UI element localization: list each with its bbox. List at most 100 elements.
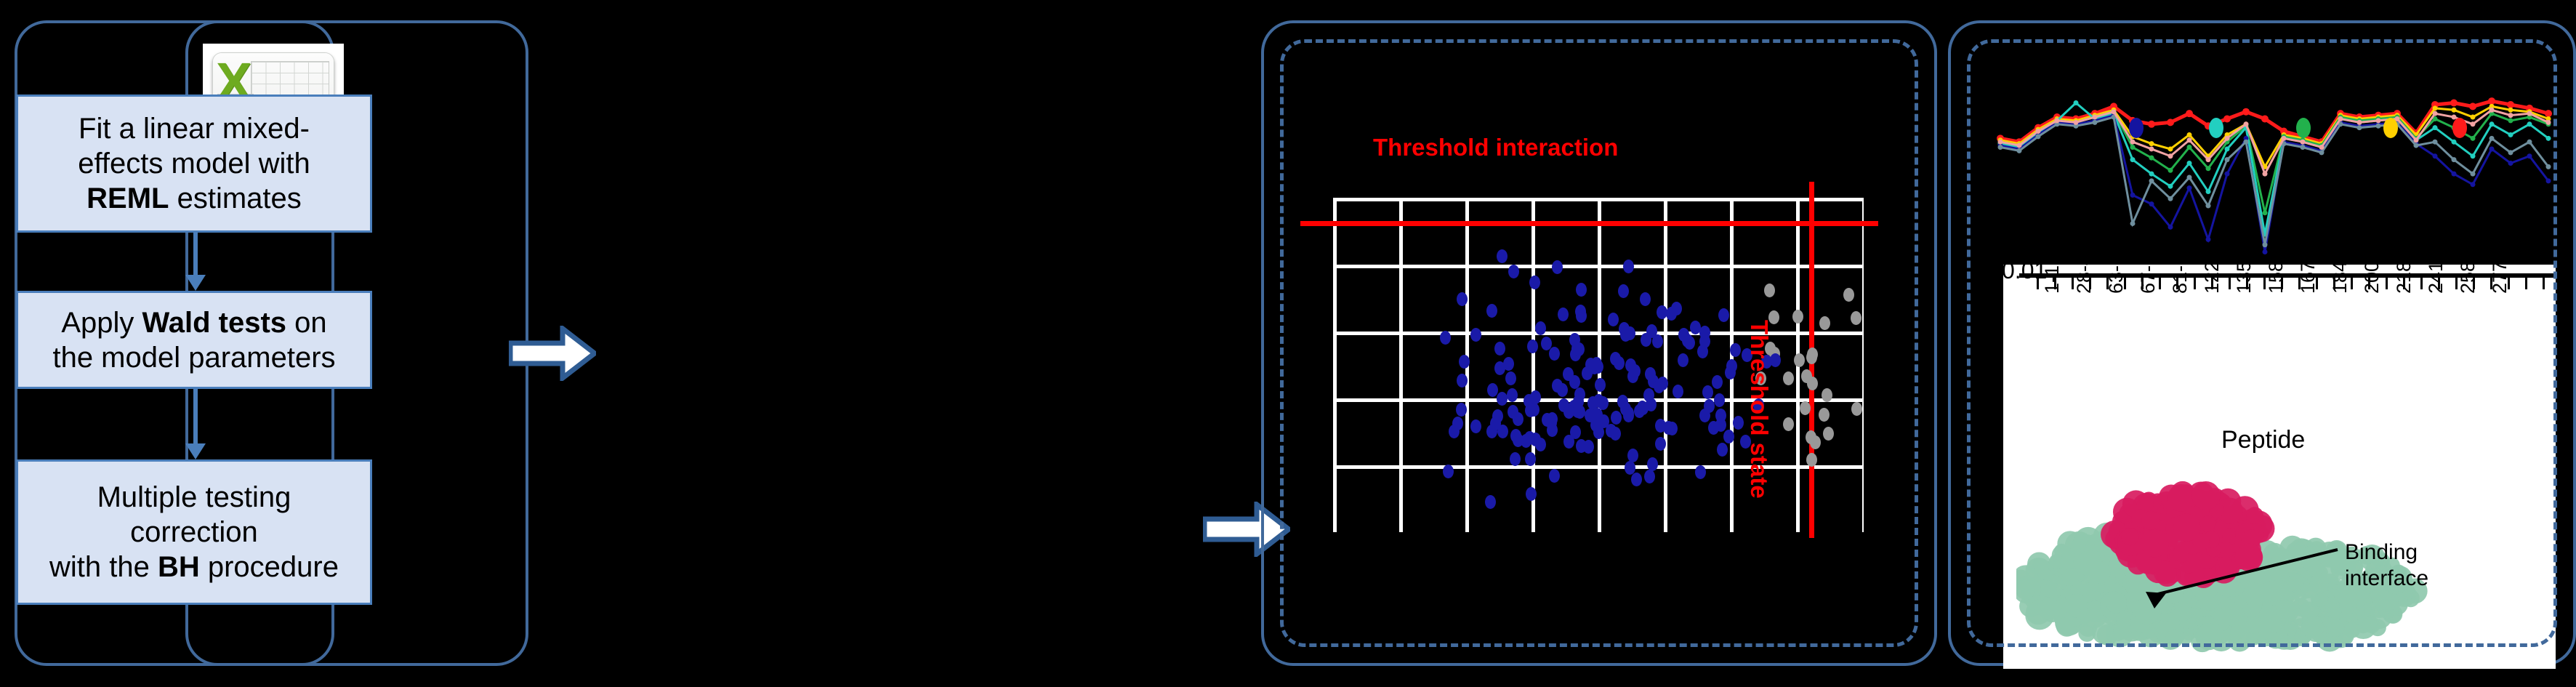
x-axis-tick xyxy=(2543,278,2545,289)
volcano-point xyxy=(1512,412,1524,427)
volcano-point xyxy=(1733,416,1744,430)
peptide-series-marker xyxy=(2488,97,2495,105)
protein-receptor-surface xyxy=(2326,618,2345,638)
peptide-series-marker xyxy=(2016,142,2022,148)
x-axis-tick xyxy=(2316,278,2318,289)
binding-interface-arrow xyxy=(2146,548,2338,608)
volcano-point xyxy=(1470,327,1481,342)
volcano-point xyxy=(1702,385,1714,399)
step-1-line1: Fit a linear mixed- xyxy=(79,113,310,145)
volcano-point xyxy=(1851,401,1862,416)
volcano-point xyxy=(1551,378,1563,393)
peptide-series-marker xyxy=(2507,100,2514,108)
protein-receptor-surface xyxy=(2286,573,2304,591)
protein-receptor-surface xyxy=(2342,558,2363,580)
volcano-point xyxy=(1689,321,1701,335)
peptide-series-marker xyxy=(2432,111,2438,116)
peptide-series-marker xyxy=(2489,121,2495,127)
volcano-point xyxy=(1574,342,1585,356)
protein-ligand-surface xyxy=(2167,483,2195,512)
x-axis-tick xyxy=(2525,278,2527,289)
x-axis-tick xyxy=(2106,278,2109,289)
volcano-point xyxy=(1823,427,1835,441)
peptide-series-marker xyxy=(2243,135,2249,141)
peptide-series-marker xyxy=(2224,135,2230,141)
x-axis-title: Peptide xyxy=(2221,426,2306,454)
legend-marker xyxy=(2452,118,2467,138)
peptide-series-marker xyxy=(2073,100,2079,106)
peptide-series-marker xyxy=(2149,141,2154,147)
volcano-point xyxy=(1654,379,1665,394)
volcano-point xyxy=(1549,469,1561,483)
peptide-series-marker xyxy=(2223,115,2231,123)
volcano-point xyxy=(1545,415,1557,430)
volcano-point xyxy=(1726,358,1738,373)
peptide-series-marker xyxy=(2450,99,2458,107)
volcano-point xyxy=(1520,433,1531,448)
peptide-series-marker xyxy=(2073,119,2079,125)
protein-receptor-surface xyxy=(2343,621,2361,638)
volcano-point xyxy=(1486,304,1497,318)
protein-receptor-surface xyxy=(2299,601,2319,621)
x-axis-tick xyxy=(2368,278,2370,289)
peptide-series-marker xyxy=(2470,153,2476,159)
peptide-series-marker xyxy=(2508,118,2513,124)
protein-receptor-surface xyxy=(2316,541,2343,568)
volcano-point xyxy=(1656,305,1667,319)
volcano-point xyxy=(1509,451,1521,466)
volcano-point xyxy=(1646,457,1658,471)
volcano-point xyxy=(1508,265,1520,279)
peptide-series-marker xyxy=(2205,236,2211,242)
x-axis-tick xyxy=(2508,278,2510,289)
peptide-series-marker xyxy=(2224,171,2230,177)
peptide-series-marker xyxy=(2130,145,2136,150)
volcano-point xyxy=(1624,461,1635,475)
volcano-point xyxy=(1456,292,1468,307)
peptide-series-marker xyxy=(2168,224,2173,230)
protein-receptor-surface xyxy=(2334,585,2353,604)
peptide-series-marker xyxy=(2300,145,2306,150)
volcano-point xyxy=(1753,398,1765,413)
volcano-point xyxy=(1507,388,1518,403)
volcano-point xyxy=(1793,353,1805,367)
volcano-point xyxy=(1525,486,1537,501)
peptide-series-marker xyxy=(2205,203,2211,209)
protein-receptor-surface xyxy=(2357,545,2377,565)
protein-receptor-surface xyxy=(2056,617,2072,634)
volcano-point xyxy=(1672,385,1683,399)
step-2-term-wald: Wald tests xyxy=(142,306,287,339)
volcano-point xyxy=(1592,408,1603,422)
volcano-point xyxy=(1643,388,1655,403)
peptide-line-chart xyxy=(1995,81,2554,270)
volcano-point xyxy=(1492,409,1504,423)
peptide-series-marker xyxy=(2338,121,2343,127)
volcano-point xyxy=(1769,353,1781,367)
peptide-series-marker xyxy=(2338,116,2343,121)
step-box-wald: Apply Wald tests on the model parameters xyxy=(16,291,372,389)
volcano-point xyxy=(1540,337,1552,351)
peptide-series-marker xyxy=(2451,114,2457,120)
step-2-post: on xyxy=(286,306,327,339)
peptide-series-marker xyxy=(2149,201,2154,207)
x-axis-tick xyxy=(2386,278,2388,289)
protein-receptor-surface xyxy=(2088,561,2111,584)
protein-receptor-surface xyxy=(2276,600,2299,623)
x-axis-tick xyxy=(2281,278,2283,289)
peptide-series-marker xyxy=(2375,123,2381,129)
volcano-point xyxy=(1457,373,1468,387)
volcano-point xyxy=(1717,443,1728,457)
peptide-series-marker xyxy=(2262,249,2268,254)
protein-receptor-surface xyxy=(2070,539,2086,555)
x-axis-tick xyxy=(2263,278,2266,289)
volcano-point xyxy=(1699,334,1710,348)
volcano-point xyxy=(1715,408,1727,422)
x-axis-tick xyxy=(2159,278,2161,289)
peptide-series-marker xyxy=(2186,132,2192,137)
peptide-series-marker xyxy=(2356,119,2362,125)
peptide-series-marker xyxy=(2130,220,2136,226)
volcano-point xyxy=(1740,435,1752,449)
protein-ligand-surface xyxy=(2234,543,2263,571)
step-3-term-bh: BH xyxy=(157,551,200,583)
protein-receptor-surface xyxy=(2015,579,2036,600)
volcano-point xyxy=(1627,448,1639,462)
